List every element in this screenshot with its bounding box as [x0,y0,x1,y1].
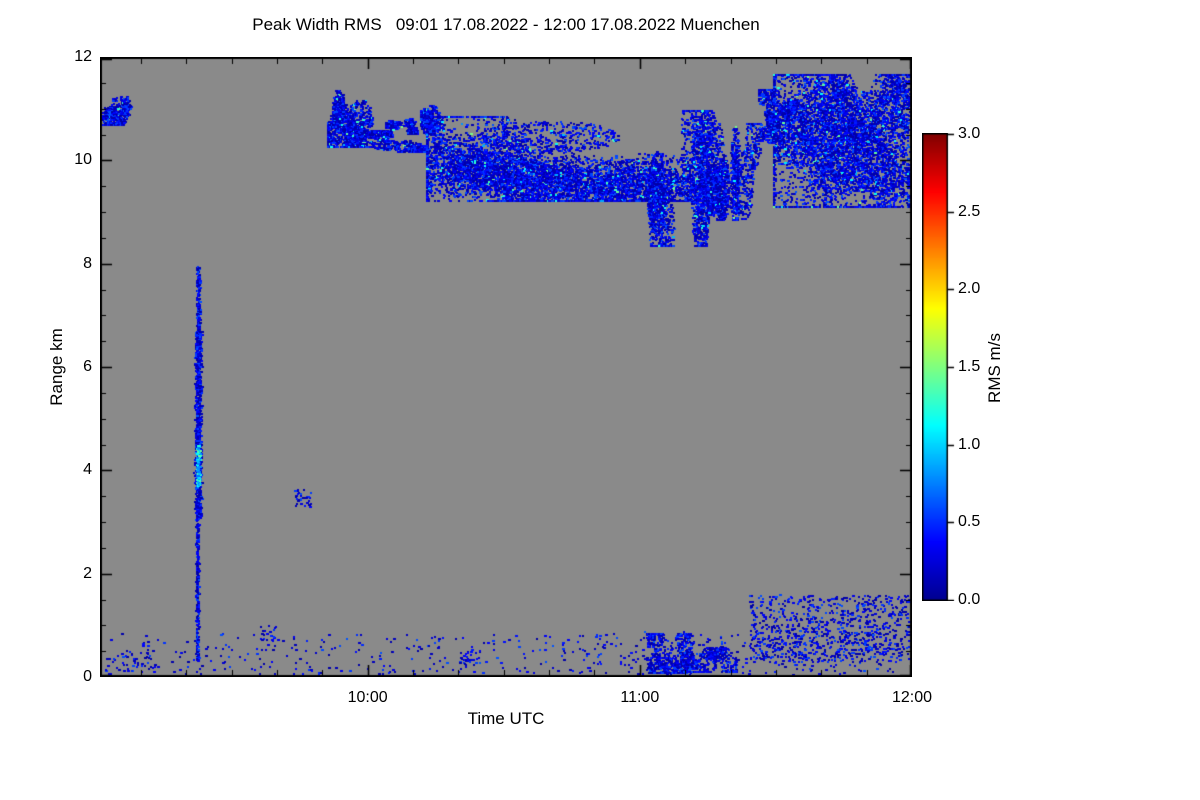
y-tick-label: 4 [83,461,92,479]
x-tick-label: 12:00 [891,689,933,706]
colorbar-tick-label: 2.0 [958,280,981,298]
y-tick-label: 10 [74,151,92,169]
y-tick-label: 2 [83,564,92,582]
x-tick-label: 11:00 [620,689,660,706]
y-tick-label: 6 [83,358,92,375]
heatmap-canvas [100,57,912,677]
colorbar-tick-label: 0.5 [958,513,981,531]
colorbar-canvas [922,133,958,601]
chart-title: Peak Width RMS 09:01 17.08.2022 - 12:00 … [252,15,760,34]
x-axis-label: Time UTC [467,709,545,728]
y-tick-label: 8 [83,254,92,272]
colorbar-label: RMS m/s [985,333,1004,403]
y-tick-label: 12 [74,48,92,65]
colorbar-tick-label: 3.0 [958,125,981,142]
x-tick-label: 10:00 [347,689,388,706]
colorbar-tick-label: 2.5 [958,202,981,220]
y-tick-label: 0 [83,668,92,685]
colorbar-tick-label: 1.5 [958,358,981,375]
colorbar-tick-label: 1.0 [958,435,981,453]
colorbar-tick-label: 0.0 [958,591,981,608]
